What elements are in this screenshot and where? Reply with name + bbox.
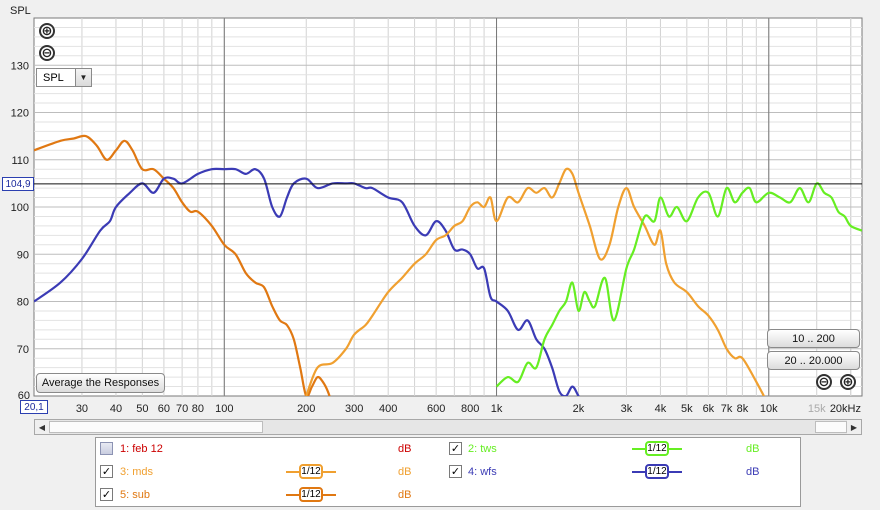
y-tick-label: 110 [11, 155, 29, 167]
x-tick-label: 5k [681, 403, 693, 415]
series-line-4-wfs [34, 167, 580, 396]
x-tick-label: 80 [192, 403, 204, 415]
x-tick-label: 800 [461, 403, 479, 415]
x-tick-label: 4k [655, 403, 667, 415]
y-axis-label: SPL [10, 5, 31, 17]
x-tick-label: 60 [158, 403, 170, 415]
horizontal-scrollbar[interactable]: ◀ ▶ [34, 419, 862, 435]
legend-smoothing-mds[interactable]: 1/12 [286, 463, 336, 481]
x-tick-label: 70 [176, 403, 188, 415]
y-tick-label: 60 [18, 390, 30, 402]
legend-checkbox-wfs[interactable]: ✓ [449, 465, 462, 478]
zoom-out-vertical-icon[interactable]: ⊖ [39, 45, 55, 61]
x-tick-label: 40 [110, 403, 122, 415]
legend-checkbox-sub[interactable]: ✓ [100, 488, 113, 501]
select-value: SPL [43, 71, 64, 84]
x-tick-label: 6k [703, 403, 715, 415]
legend-unit-tws: dB [746, 443, 760, 455]
x-tick-label: 2k [573, 403, 585, 415]
average-responses-button[interactable]: Average the Responses [36, 373, 165, 393]
y-tick-labels: 70 80 90 100 110 120 130 60 [11, 60, 30, 402]
scrollbar-thumb[interactable] [49, 421, 263, 433]
x-tick-label: 50 [136, 403, 148, 415]
series-line-5-sub [34, 134, 331, 396]
y-tick-label: 120 [11, 108, 29, 120]
x-tick-label: 100 [215, 403, 233, 415]
legend-checkbox-mds[interactable]: ✓ [100, 465, 113, 478]
x-tick-label: 15k [808, 403, 826, 415]
chevron-down-icon[interactable]: ▼ [75, 69, 91, 86]
legend-smoothing-sub[interactable]: 1/12 [286, 486, 336, 504]
legend-label-sub: 5: sub [120, 489, 150, 501]
legend-smoothing-label-tws: 1/12 [645, 441, 669, 456]
legend-panel: 1: feb 12 dB ✓ 2: tws 1/12 dB ✓ 3: mds 1… [95, 437, 801, 507]
legend-label-wfs: 4: wfs [468, 466, 497, 478]
series-layer [34, 134, 862, 396]
legend-unit-feb12: dB [398, 443, 412, 455]
legend-unit-sub: dB [398, 489, 412, 501]
x-tick-label: 7k [721, 403, 733, 415]
measurement-type-select[interactable]: SPL ▼ [36, 68, 92, 87]
x-tick-label: 3k [621, 403, 633, 415]
legend-checkbox-tws[interactable]: ✓ [449, 442, 462, 455]
zoom-out-horizontal-icon[interactable]: ⊖ [816, 374, 832, 390]
legend-label-tws: 2: tws [468, 443, 497, 455]
scroll-right-icon[interactable]: ▶ [847, 420, 861, 434]
y-tick-label: 130 [11, 60, 29, 72]
y-tick-label: 90 [17, 249, 29, 261]
legend-smoothing-label-wfs: 1/12 [645, 464, 669, 479]
x-tick-label: 400 [379, 403, 397, 415]
x-tick-label: 300 [345, 403, 363, 415]
x-tick-label: 600 [427, 403, 445, 415]
legend-checkbox-feb12[interactable] [100, 442, 113, 455]
legend-unit-wfs: dB [746, 466, 760, 478]
range-10-200-button[interactable]: 10 .. 200 [767, 329, 860, 348]
x-tick-label: 20kHz [830, 403, 861, 415]
x-tick-label: 200 [297, 403, 315, 415]
scrollbar-track-end[interactable] [815, 421, 847, 433]
y-tick-label: 80 [17, 297, 29, 309]
x-tick-label: 1k [491, 403, 503, 415]
x-tick-label: 8k [737, 403, 749, 415]
y-tick-label: 100 [11, 202, 29, 214]
legend-smoothing-tws[interactable]: 1/12 [632, 440, 682, 458]
x-tick-labels: 30 40 50 60 70 80 100 200 300 400 600 800 1k 2k 3k 4k 5k… [76, 403, 861, 415]
x-tick-label: 30 [76, 403, 88, 415]
legend-smoothing-label-sub: 1/12 [299, 487, 323, 502]
range-20-20000-button[interactable]: 20 .. 20.000 [767, 351, 860, 370]
legend-label-mds: 3: mds [120, 466, 154, 478]
cursor-y-readout: 104,9 [2, 177, 34, 191]
x-tick-label: 10k [760, 403, 778, 415]
legend-unit-mds: dB [398, 466, 412, 478]
series-line-2-tws [495, 182, 862, 388]
legend-label-feb12: 1: feb 12 [120, 443, 163, 455]
scroll-left-icon[interactable]: ◀ [35, 420, 49, 434]
y-tick-label: 70 [17, 344, 29, 356]
legend-smoothing-label-mds: 1/12 [299, 464, 323, 479]
series-line-3-mds [305, 167, 766, 396]
legend-smoothing-wfs[interactable]: 1/12 [632, 463, 682, 481]
grid-minor [34, 18, 862, 396]
zoom-in-horizontal-icon[interactable]: ⊕ [840, 374, 856, 390]
cursor-x-readout: 20,1 [20, 400, 48, 414]
zoom-in-vertical-icon[interactable]: ⊕ [39, 23, 55, 39]
